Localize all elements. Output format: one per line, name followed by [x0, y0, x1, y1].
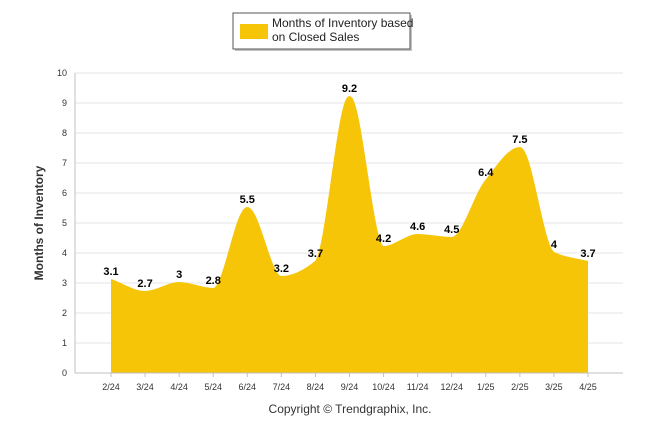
- x-tick-label: 4/24: [170, 382, 188, 392]
- y-tick-label: 2: [62, 308, 67, 318]
- data-label: 4: [551, 239, 558, 251]
- x-tick-label: 2/25: [511, 382, 529, 392]
- x-tick-label: 1/25: [477, 382, 495, 392]
- copyright-credit: Copyright © Trendgraphix, Inc.: [269, 402, 432, 416]
- data-label: 2.7: [137, 278, 152, 290]
- data-label: 7.5: [512, 134, 527, 146]
- y-tick-label: 8: [62, 128, 67, 138]
- x-axis-ticks: 2/24 3/24 4/24 5/24 6/24 7/24 8/24 9/24 10/24 11/…: [102, 373, 597, 392]
- data-label: 3.2: [274, 263, 289, 275]
- legend[interactable]: Months of Inventory based on Closed Sale…: [232, 12, 413, 51]
- data-label: 4.6: [410, 221, 425, 233]
- y-tick-label: 10: [57, 68, 67, 78]
- y-tick-label: 4: [62, 248, 67, 258]
- x-tick-label: 7/24: [273, 382, 291, 392]
- data-label: 3.7: [308, 248, 323, 260]
- legend-swatch: [240, 24, 268, 39]
- data-label: 3.1: [103, 266, 118, 278]
- y-tick-label: 6: [62, 188, 67, 198]
- y-tick-label: 5: [62, 218, 67, 228]
- y-tick-label: 0: [62, 368, 67, 378]
- x-tick-label: 9/24: [341, 382, 359, 392]
- legend-label-line-1: Months of Inventory based: [272, 16, 413, 30]
- data-label: 3: [176, 269, 182, 281]
- data-label: 4.5: [444, 224, 459, 236]
- y-tick-label: 1: [62, 338, 67, 348]
- data-label: 9.2: [342, 83, 357, 95]
- x-tick-label: 8/24: [307, 382, 325, 392]
- x-tick-label: 10/24: [372, 382, 395, 392]
- y-axis-ticks: 0 1 2 3 4 5 6 7 8 9 10: [57, 68, 67, 378]
- y-tick-label: 9: [62, 98, 67, 108]
- x-tick-label: 12/24: [440, 382, 463, 392]
- data-label: 2.8: [206, 275, 221, 287]
- x-tick-label: 4/25: [579, 382, 597, 392]
- data-labels: 3.1 2.7 3 2.8 5.5 3.2 3.7 9.2 4.2 4.6 4.5 6.4 7.5 4 3.…: [103, 83, 595, 290]
- area-series: [110, 95, 589, 373]
- data-label: 4.2: [376, 233, 391, 245]
- legend-label-line-2: on Closed Sales: [272, 30, 359, 44]
- data-label: 3.7: [580, 248, 595, 260]
- data-label: 5.5: [240, 194, 255, 206]
- y-tick-label: 3: [62, 278, 67, 288]
- y-tick-label: 7: [62, 158, 67, 168]
- x-tick-label: 11/24: [407, 382, 429, 392]
- x-tick-label: 6/24: [239, 382, 257, 392]
- data-label: 6.4: [478, 167, 494, 179]
- x-tick-label: 3/24: [136, 382, 154, 392]
- x-tick-label: 3/25: [545, 382, 563, 392]
- x-tick-label: 5/24: [204, 382, 222, 392]
- y-axis-title: Months of Inventory: [32, 165, 46, 280]
- area-fill: [111, 97, 588, 373]
- x-tick-label: 2/24: [102, 382, 120, 392]
- series-line: [110, 95, 589, 294]
